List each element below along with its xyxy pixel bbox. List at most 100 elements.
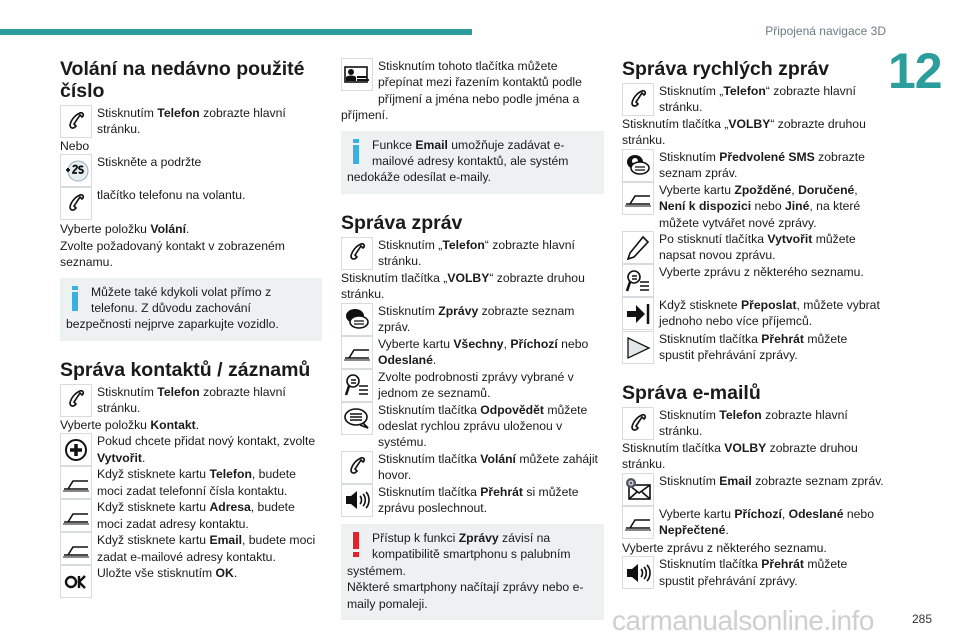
icon-instruction: Stisknutím Zprávy zobrazte seznam zpráv. (341, 302, 604, 336)
bold-term: Doručené (798, 182, 855, 197)
text-run: Můžete také kdykoli volat přímo z telefo… (66, 284, 279, 332)
text-run: Vyberte položku (60, 417, 151, 432)
icon-instruction: tlačítko telefonu na volantu. (60, 187, 322, 221)
text-run: , (781, 506, 789, 521)
email-icon (622, 472, 654, 506)
warning-note: Přístup k funkci Zprávy závisí na kompat… (341, 523, 604, 620)
bold-term: Vytvořit (97, 450, 142, 465)
tab-icon (341, 335, 373, 369)
text-run: Po stisknutí tlačítka (659, 232, 768, 247)
icon-instruction: Když stisknete kartu Email, budete moci … (60, 532, 322, 566)
text-run: zobrazte hlavní stránku. (659, 408, 848, 439)
text-run: můžete zahájit hovor. (378, 451, 598, 483)
text-run: závisí na kompatibilitě smartphonu s pal… (347, 530, 571, 578)
text-run: Stisknutím (659, 149, 720, 164)
text-run: . (725, 523, 729, 538)
text-run: Stisknutím tlačítka (378, 451, 481, 466)
bold-term: Všechny (453, 336, 504, 351)
text-run: můžete odeslat rychlou zprávu uloženou v… (378, 402, 588, 450)
text-run: , budete moci zadat e-mailové adresy kon… (97, 533, 316, 564)
text-run: zobrazte hlavní stránku. (97, 384, 286, 416)
sms-icon (341, 302, 373, 336)
text-run: zobrazte seznam zpráv. (751, 473, 884, 488)
icon-instruction: Stisknutím tlačítka Přehrát můžete spust… (622, 331, 884, 365)
paragraph: Vyberte zprávu z některého seznamu. (622, 540, 884, 556)
text-run: Stisknutím „ (659, 84, 724, 98)
icon-instruction: Stisknutím tlačítka Odpovědět můžete ode… (341, 401, 604, 451)
bold-term: Přehrát (761, 557, 804, 572)
paragraph: Vyberte položku Kontakt. (60, 417, 322, 433)
paragraph: Stisknutím tlačítka „VOLBY“ zobrazte dru… (341, 270, 604, 303)
section-heading: Správa kontaktů / záznamů (60, 358, 311, 381)
text-run: Stisknutím (659, 408, 720, 423)
bold-term: Jiné (785, 199, 810, 214)
text-run: Stisknutím tlačítka (378, 402, 481, 417)
icon-instruction: Stisknutím Telefon zobrazte hlavní strán… (60, 105, 322, 138)
bold-term: Zprávy (458, 530, 499, 545)
bold-term: VOLBY (728, 117, 771, 131)
text-run: umožňuje zadávat e-mailové adresy kontak… (347, 137, 569, 185)
phone-icon (622, 83, 654, 116)
bold-term: Příchozí (734, 506, 782, 521)
speaker-icon (622, 556, 654, 590)
text-run: Funkce (372, 137, 416, 152)
text-run: . (141, 450, 146, 465)
text-run: , na které můžete vytvářet nové zprávy. (659, 199, 861, 230)
icon-instruction: Po stisknutí tlačítka Vytvořit můžete na… (622, 231, 884, 265)
bold-term: Příchozí (510, 336, 558, 351)
text-run: zobrazte druhou stránku. (622, 441, 858, 472)
bold-term: Telefon (719, 408, 762, 423)
text-run: Stisknutím tlačítka (378, 484, 481, 499)
bold-term: Přehrát (480, 484, 523, 499)
section-heading: Volání na nedávno použité číslo (60, 58, 305, 102)
icon-instruction: Stisknutím Telefon zobrazte hlavní strán… (60, 383, 322, 417)
icon-instruction: Vyberte zprávu z některého seznamu. (622, 264, 884, 298)
text-run: Stiskněte a podržte (97, 155, 202, 170)
text-run: Když stisknete kartu (97, 467, 210, 482)
tab-icon (60, 532, 92, 566)
bold-term: Zprávy (438, 303, 479, 318)
column-3: Správa rychlých zpráv Stisknutím „Telefon… (622, 56, 884, 590)
section-heading: Správa zpráv (341, 211, 463, 234)
icon-instruction: Stisknutím tlačítka Přehrát si můžete zp… (341, 483, 604, 517)
icon-instruction: Stisknutím Telefon zobrazte hlavní strán… (622, 407, 884, 441)
info-note: Můžete také kdykoli volat přímo z telefo… (60, 277, 322, 341)
text-run: Stisknutím tlačítka „ (341, 270, 448, 285)
bold-term: Přehrát (761, 332, 804, 347)
bold-term: Přeposlat (740, 298, 797, 313)
text-run: Vyberte zprávu z některého seznamu. (659, 265, 864, 280)
bold-term: Odpovědět (480, 402, 544, 417)
icon-instruction: Stiskněte a podržte (60, 154, 322, 188)
press-2s-icon (60, 154, 92, 188)
info-icon (347, 137, 367, 169)
icon-instruction: Když stisknete kartu Telefon, budete moc… (60, 466, 322, 500)
text-run: “ zobrazte hlavní stránku. (659, 84, 856, 115)
text-run: . (432, 353, 437, 368)
watermark: carmanualsonline.info (612, 605, 874, 636)
bold-term: Adresa (209, 500, 251, 515)
text-run: Stisknutím tlačítka (659, 557, 762, 572)
icon-instruction: Uložte vše stisknutím OK. (60, 565, 322, 599)
text-run: si můžete zprávu poslechnout. (378, 484, 579, 516)
bold-term: Není k dispozici (659, 199, 752, 214)
text-run: Vyberte kartu (659, 182, 735, 197)
icon-instruction: Stisknutím „Telefon“ zobrazte hlavní str… (341, 236, 604, 270)
info-note: Funkce Email umožňuje zadávat e-mailové … (341, 130, 604, 194)
search-list-icon (622, 264, 654, 298)
text-run: Stisknutím (659, 473, 720, 488)
bold-term: Email (719, 473, 752, 488)
text-run: , budete moci zadat telefonní čísla kont… (97, 467, 296, 498)
text-run: Vyberte položku (60, 222, 151, 237)
speaker-icon (341, 483, 373, 517)
text-run: , (503, 336, 511, 351)
bold-term: Telefon (442, 237, 485, 252)
text-run: můžete napsat novou zprávu. (659, 232, 856, 263)
icon-instruction: Stisknutím tohoto tlačítka můžete přepín… (341, 58, 604, 124)
paragraph: Vyberte položku Volání. (60, 221, 322, 237)
text-run: Vyberte kartu (659, 506, 735, 521)
text-run: Přístup k funkci (372, 530, 459, 545)
tab-icon (60, 499, 92, 533)
paragraph: Stisknutím tlačítka „VOLBY“ zobrazte dru… (622, 116, 884, 149)
text-run: Stisknutím „ (378, 237, 443, 252)
chapter-number: 12 (888, 43, 943, 99)
